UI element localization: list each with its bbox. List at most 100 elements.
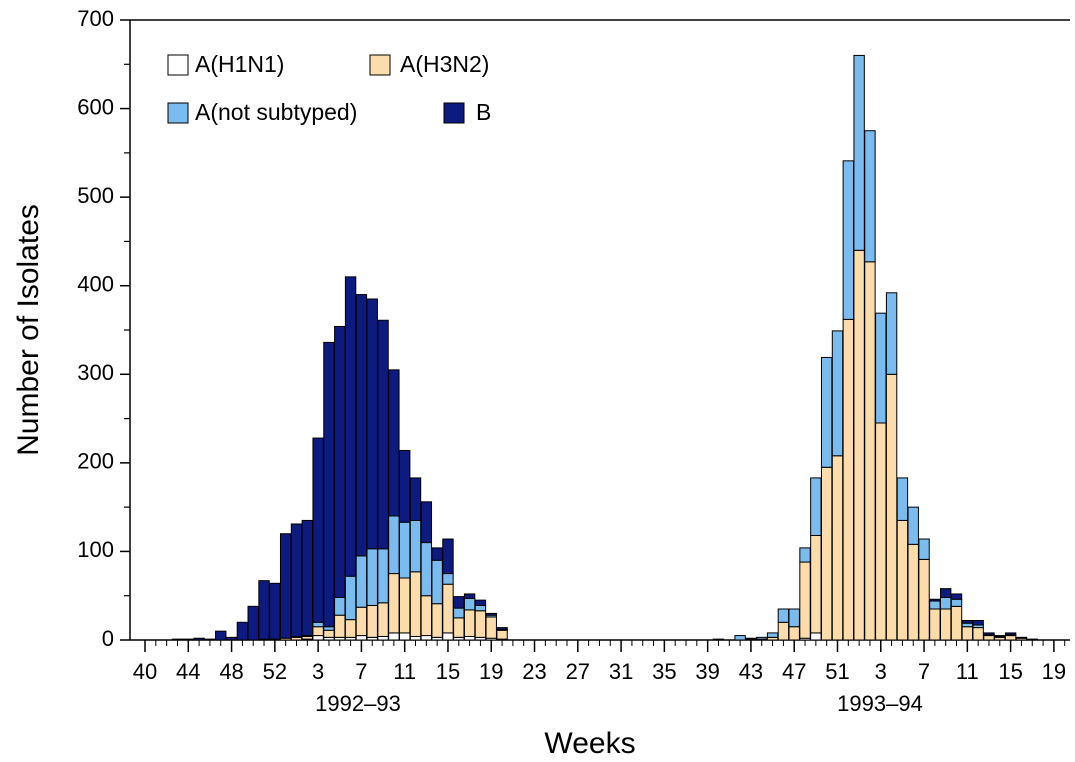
bar-segment	[864, 130, 876, 263]
x-tick-label: 40	[133, 659, 157, 684]
bar-segment	[1026, 638, 1038, 641]
bar-segment	[864, 261, 876, 641]
bar-segment	[950, 593, 963, 600]
bar-segment	[366, 548, 378, 606]
bar-segment	[377, 319, 389, 550]
bar-segment	[485, 616, 497, 639]
bar-segment	[1015, 636, 1028, 639]
y-tick-label: 600	[77, 94, 114, 119]
bar-segment	[269, 582, 281, 640]
x-tick-label: 39	[695, 659, 719, 684]
bar-segment	[745, 637, 757, 640]
x-tick-label: 11	[393, 659, 416, 684]
bar-segment	[204, 638, 216, 641]
bar-segment	[929, 608, 941, 641]
bar-segment	[225, 636, 238, 641]
bar-segment	[496, 629, 508, 640]
legend-label: A(not subtyped)	[195, 99, 357, 125]
bar-segment	[398, 577, 411, 634]
bar-segment	[972, 627, 984, 641]
x-tick-label: 47	[782, 659, 806, 684]
y-tick-label: 100	[77, 537, 114, 562]
bar-segment	[344, 575, 357, 621]
bar-segment	[377, 635, 389, 641]
bar-segment	[820, 466, 833, 641]
x-tick-label: 52	[263, 659, 287, 684]
bar-segment	[842, 318, 855, 641]
bar-segment	[831, 455, 844, 641]
bar-segment	[420, 501, 433, 544]
bar-segment	[939, 608, 952, 641]
bar-segment	[496, 627, 508, 630]
bar-segment	[442, 583, 454, 634]
bar-segment	[474, 599, 487, 606]
bar-segment	[377, 602, 389, 637]
bar-segment	[355, 635, 368, 641]
bar-segment	[420, 595, 433, 637]
bar-segment	[972, 620, 984, 626]
bar-segment	[875, 422, 887, 641]
bar-segment	[810, 477, 822, 536]
bar-segment	[431, 559, 443, 605]
bar-segment	[799, 561, 811, 639]
bar-segment	[366, 604, 378, 638]
bar-segment	[388, 515, 400, 575]
bar-segment	[810, 632, 822, 641]
bar-segment	[950, 605, 963, 641]
bar-segment	[420, 635, 433, 641]
legend-swatch	[443, 102, 465, 124]
bar-segment	[409, 635, 422, 641]
legend-label: A(H3N2)	[400, 51, 489, 77]
bar-segment	[442, 573, 454, 585]
bar-segment	[355, 555, 368, 608]
bar-segment	[334, 614, 346, 638]
bar-segment	[918, 558, 930, 641]
bar-segment	[474, 610, 487, 638]
bar-segment	[312, 635, 324, 641]
x-axis-title: Weeks	[544, 727, 635, 760]
x-tick-label: 19	[1042, 659, 1066, 684]
bar-segment	[896, 519, 909, 641]
bar-segment	[918, 538, 930, 560]
bar-segment	[279, 533, 292, 639]
x-tick-label: 7	[918, 659, 930, 684]
y-tick-label: 200	[77, 449, 114, 474]
bar-segment	[431, 603, 443, 638]
x-tick-label: 35	[652, 659, 676, 684]
bar-segment	[799, 547, 811, 563]
bar-segment	[875, 312, 887, 424]
bar-segment	[712, 638, 725, 641]
bar-segment	[334, 325, 346, 598]
bar-segment	[820, 356, 833, 468]
bar-segment	[344, 276, 357, 577]
bar-segment	[961, 626, 974, 641]
season-label: 1992–93	[315, 691, 401, 716]
bar-segment	[734, 635, 746, 641]
bar-segment	[766, 632, 779, 638]
bar-segment	[463, 593, 476, 599]
bar-segment	[323, 629, 335, 638]
bar-segment	[474, 604, 487, 612]
bar-segment	[939, 596, 952, 610]
bar-segment	[463, 609, 476, 637]
bar-segment	[842, 160, 855, 320]
bar-segment	[885, 373, 898, 641]
bar-segment	[312, 437, 324, 623]
x-tick-label: 23	[522, 659, 546, 684]
bar-segment	[388, 632, 400, 641]
x-tick-label: 27	[566, 659, 590, 684]
bar-segment	[442, 538, 454, 575]
bar-segment	[950, 598, 963, 607]
bar-segment	[355, 606, 368, 637]
legend-label: B	[476, 99, 491, 125]
bar-segment	[788, 626, 800, 641]
bar-segment	[961, 620, 974, 624]
x-tick-label: 43	[739, 659, 763, 684]
bar-segment	[388, 369, 400, 517]
x-tick-label: 44	[176, 659, 200, 684]
bar-segment	[290, 523, 303, 637]
bar-segment	[420, 542, 433, 597]
y-tick-label: 500	[77, 183, 114, 208]
bar-segment	[182, 638, 194, 641]
bar-segment	[939, 588, 952, 598]
